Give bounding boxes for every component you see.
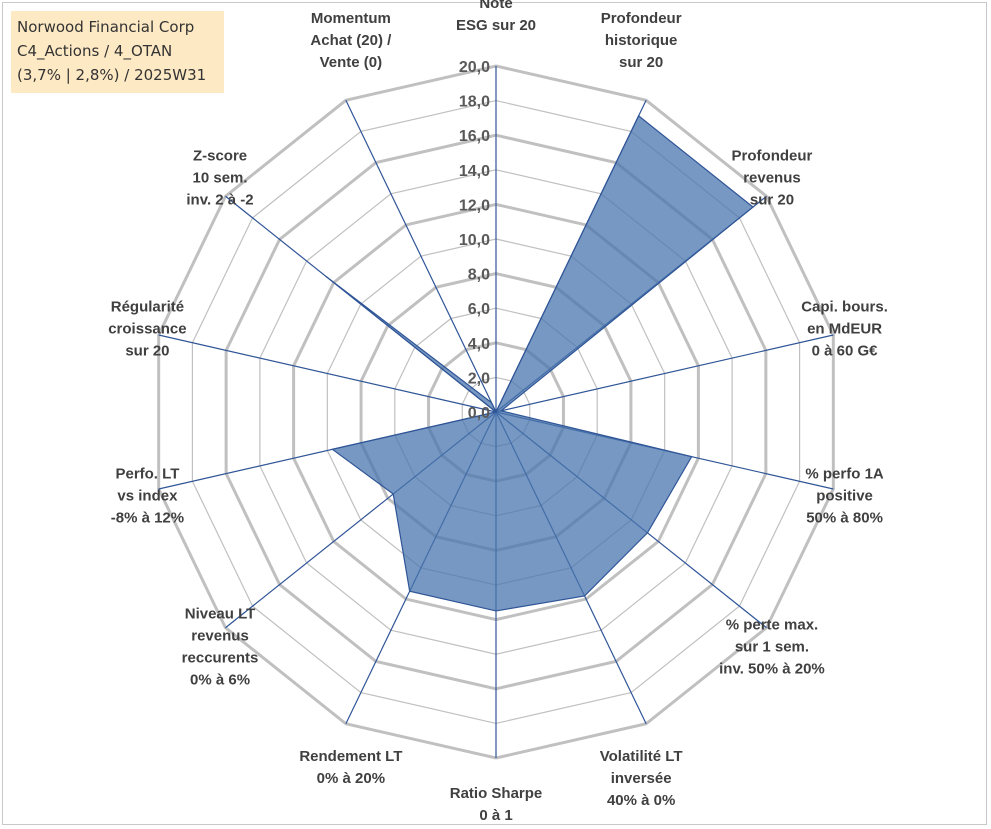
- axis-spoke: [495, 334, 834, 413]
- axis-label: Volatilité LT inversée 40% à 0%: [600, 748, 683, 809]
- axis-label-line: % perte max.: [726, 616, 819, 633]
- axis-label-line: Profondeur: [601, 10, 682, 27]
- axis-label-line: Capi. bours.: [801, 298, 888, 315]
- axis-label-line: 0% à 6%: [190, 671, 250, 688]
- axis-label-line: Note: [479, 0, 512, 12]
- axis-label-line: Ratio Sharpe: [450, 785, 543, 802]
- axis-label-line: inv. 2 à -2: [186, 192, 253, 209]
- tick-label: 18,0: [459, 94, 490, 111]
- axis-label-line: 40% à 0%: [607, 792, 675, 809]
- tick-label: 16,0: [459, 128, 490, 145]
- axis-label: % perfo 1A positive 50% à 80%: [805, 466, 884, 527]
- axis-label-line: Niveau LT: [185, 605, 256, 622]
- axis-label-line: croissance: [108, 320, 186, 337]
- axis-label-line: Z-score: [193, 148, 247, 165]
- tick-label: 8,0: [468, 267, 490, 284]
- axis-label-line: positive: [816, 488, 873, 505]
- axis-label-line: revenus: [191, 627, 249, 644]
- axis-label-line: 0% à 20%: [317, 770, 385, 787]
- axis-label: Ratio Sharpe 0 à 1: [450, 785, 543, 824]
- axis-label-line: inv. 50% à 20%: [719, 660, 825, 677]
- axis-label-line: 0 à 1: [479, 807, 512, 824]
- axis-label-line: 0 à 60 G€: [812, 342, 879, 359]
- tick-label: 0,0: [468, 405, 490, 422]
- tick-label: 6,0: [468, 301, 490, 318]
- axis-label-line: sur 20: [125, 342, 169, 359]
- axis-label-line: sur 1 sem.: [735, 638, 809, 655]
- tick-label: 2,0: [468, 370, 490, 387]
- axis-label-line: Momentum: [311, 10, 391, 27]
- radial-tick-labels: 0,0 2,0 4,0 6,0 8,0 10,0 12,0 14,0 16,0 18,0 20,0: [459, 59, 490, 422]
- axis-label-line: historique: [605, 32, 678, 49]
- axis-label-line: Profondeur: [732, 148, 813, 165]
- radar-series-area: [325, 114, 754, 612]
- axis-label-line: Régularité: [111, 298, 184, 315]
- axis-label: Note ESG sur 20: [456, 0, 536, 34]
- axis-label-line: vs index: [117, 488, 178, 505]
- series-area: [325, 114, 754, 612]
- axis-label-line: -8% à 12%: [111, 510, 184, 527]
- axis-label-line: en MdEUR: [807, 320, 882, 337]
- axis-label: Z-score 10 sem. inv. 2 à -2: [186, 148, 253, 209]
- axis-label: Momentum Achat (20) / Vente (0): [310, 10, 392, 71]
- axis-label: Niveau LT revenus reccurents 0% à 6%: [182, 605, 259, 688]
- axis-label-line: Achat (20) /: [310, 32, 392, 49]
- axis-label: % perte max. sur 1 sem. inv. 50% à 20%: [719, 616, 825, 677]
- title-line-stats: (3,7% | 2,8%) / 2025W31: [17, 66, 207, 84]
- tick-label: 20,0: [459, 59, 490, 76]
- tick-label: 12,0: [459, 197, 490, 214]
- tick-label: 14,0: [459, 163, 490, 180]
- axis-label-line: % perfo 1A: [805, 466, 884, 483]
- axis-label: Profondeur revenus sur 20: [732, 148, 813, 209]
- tick-label: 4,0: [468, 336, 490, 353]
- axis-labels: Note ESG sur 20 Profondeur historique sur 20…: [108, 0, 888, 824]
- axis-label-line: Volatilité LT: [600, 748, 683, 765]
- axis-spoke: [345, 100, 497, 413]
- tick-label: 10,0: [459, 232, 490, 249]
- axis-label-line: inversée: [611, 770, 672, 787]
- axis-label-line: reccurents: [182, 649, 259, 666]
- axis-label-line: Perfo. LT: [115, 466, 179, 483]
- axis-label-line: 50% à 80%: [806, 510, 883, 527]
- axis-spoke: [158, 334, 497, 413]
- axis-label-line: revenus: [743, 170, 801, 187]
- axis-label: Profondeur historique sur 20: [601, 10, 682, 71]
- title-line-company: Norwood Financial Corp: [17, 18, 195, 36]
- axis-label: Capi. bours. en MdEUR 0 à 60 G€: [801, 298, 888, 359]
- axis-label-line: ESG sur 20: [456, 17, 536, 34]
- axis-label-line: sur 20: [750, 192, 794, 209]
- axis-label: Régularité croissance sur 20: [108, 298, 186, 359]
- axis-label: Rendement LT 0% à 20%: [299, 748, 402, 787]
- axis-label-line: 10 sem.: [193, 170, 248, 187]
- chart-title-box: Norwood Financial Corp C4_Actions / 4_OT…: [11, 11, 224, 93]
- axis-label: Perfo. LT vs index -8% à 12%: [111, 466, 184, 527]
- axis-label-line: Vente (0): [320, 54, 383, 71]
- title-line-category: C4_Actions / 4_OTAN: [17, 42, 173, 60]
- axis-label-line: Rendement LT: [299, 748, 402, 765]
- axis-label-line: sur 20: [619, 54, 663, 71]
